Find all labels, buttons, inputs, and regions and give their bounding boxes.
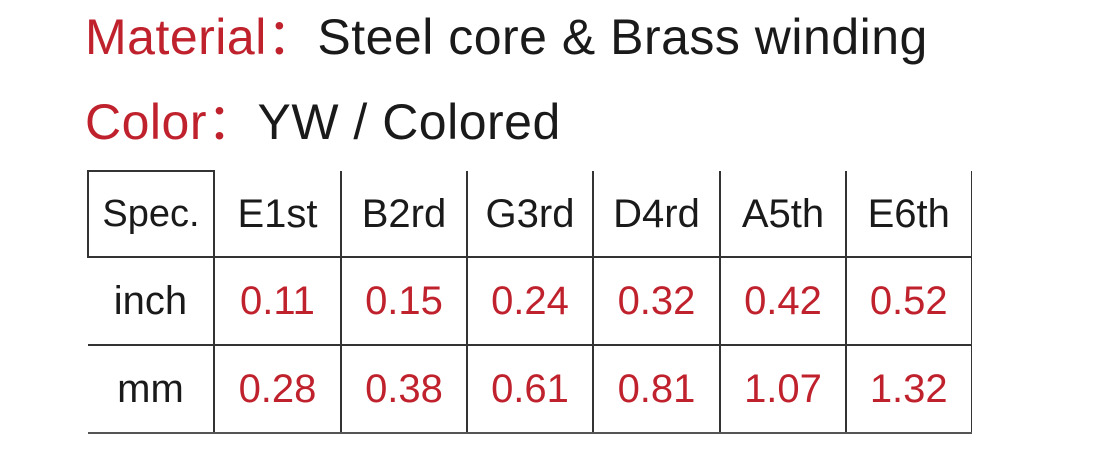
header-cell-d4rd: D4rd	[592, 171, 721, 258]
material-line: Material：Steel core & Brass winding	[85, 12, 928, 62]
mm-value-a5th: 1.07	[719, 344, 847, 434]
table-row-inch: inch 0.11 0.15 0.24 0.32 0.42 0.52	[88, 256, 972, 346]
header-cell-b2rd: B2rd	[340, 171, 468, 258]
mm-value-e6th: 1.32	[845, 344, 972, 434]
inch-value-e6th: 0.52	[845, 256, 972, 346]
table-header-row: Spec. E1st B2rd G3rd D4rd A5th E6th	[87, 170, 972, 258]
inch-value-a5th: 0.42	[719, 256, 847, 346]
inch-value-d4rd: 0.32	[592, 256, 721, 346]
table-row-mm: mm 0.28 0.38 0.61 0.81 1.07 1.32	[88, 344, 972, 434]
row-label-mm: mm	[88, 344, 215, 434]
row-label-inch: inch	[88, 256, 215, 346]
color-line: Color：YW / Colored	[85, 97, 561, 147]
header-cell-e6th: E6th	[845, 171, 972, 258]
inch-value-e1st: 0.11	[213, 256, 342, 346]
inch-value-g3rd: 0.24	[466, 256, 594, 346]
color-value: YW / Colored	[257, 94, 561, 150]
header-cell-g3rd: G3rd	[466, 171, 594, 258]
header-cell-e1st: E1st	[213, 171, 342, 258]
material-label: Material：	[85, 9, 318, 65]
color-label: Color：	[85, 94, 258, 150]
header-cell-a5th: A5th	[719, 171, 847, 258]
inch-value-b2rd: 0.15	[340, 256, 468, 346]
mm-value-b2rd: 0.38	[340, 344, 468, 434]
material-value: Steel core & Brass winding	[317, 9, 928, 65]
spec-table: Spec. E1st B2rd G3rd D4rd A5th E6th inch…	[87, 170, 972, 434]
mm-value-e1st: 0.28	[213, 344, 342, 434]
mm-value-d4rd: 0.81	[592, 344, 721, 434]
header-cell-spec: Spec.	[87, 170, 215, 258]
mm-value-g3rd: 0.61	[466, 344, 594, 434]
